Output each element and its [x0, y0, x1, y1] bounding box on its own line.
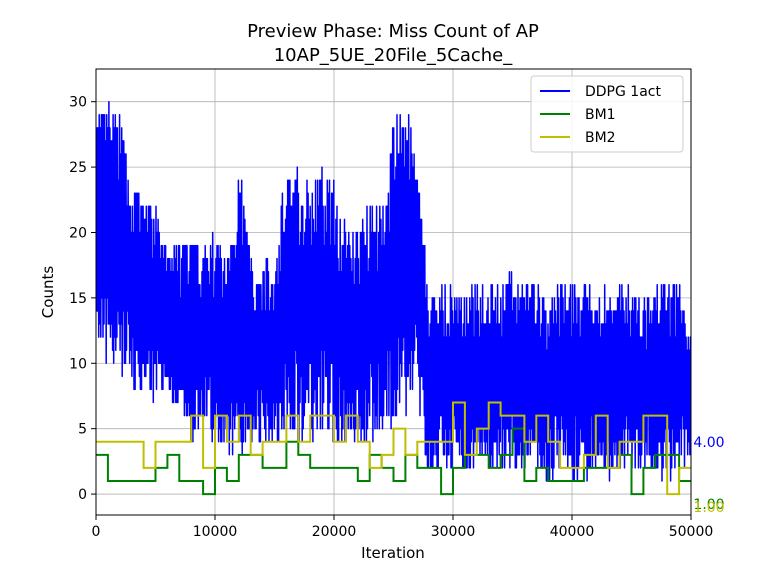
y-tick-label: 5: [78, 422, 87, 438]
y-axis-label: Counts: [39, 266, 57, 319]
plot-frame: [95, 68, 692, 516]
legend-label: DDPG 1act: [585, 84, 661, 100]
y-tick-label: 25: [69, 160, 87, 176]
x-tick-label: 40000: [550, 524, 595, 540]
end-labels: 4.001.001.00: [693, 435, 724, 516]
x-tick-label: 0: [92, 524, 101, 540]
series-ddpg-1act-line: [96, 100, 691, 482]
y-tick-label: 20: [69, 225, 87, 241]
y-tick-label: 0: [78, 487, 87, 503]
legend-label: BM1: [585, 107, 616, 123]
x-tick-label: 20000: [312, 524, 357, 540]
y-tick-label: 30: [69, 95, 87, 111]
end-value-label: 1.00: [693, 500, 724, 516]
x-tick-label: 50000: [669, 524, 714, 540]
y-tick-label: 10: [69, 356, 87, 372]
end-value-label: 4.00: [693, 435, 724, 451]
legend-label: BM2: [585, 130, 616, 146]
chart-title: Preview Phase: Miss Count of AP: [247, 21, 539, 42]
legend: DDPG 1act BM1 BM2: [530, 75, 684, 153]
end-value-label: 1.00: [693, 497, 724, 513]
y-tick-label: 15: [69, 291, 87, 307]
ticks: 0 10000 20000 30000 40000 50000 0 5 10 15 20 25 30: [69, 95, 713, 540]
x-tick-label: 10000: [193, 524, 238, 540]
x-axis-label: Iteration: [361, 544, 425, 562]
chart-subtitle: 10AP_5UE_20File_5Cache_: [274, 45, 514, 66]
x-tick-label: 30000: [431, 524, 476, 540]
series-bm2-line: [96, 401, 691, 496]
series-layer: [96, 100, 691, 496]
legend-box: [530, 75, 684, 153]
